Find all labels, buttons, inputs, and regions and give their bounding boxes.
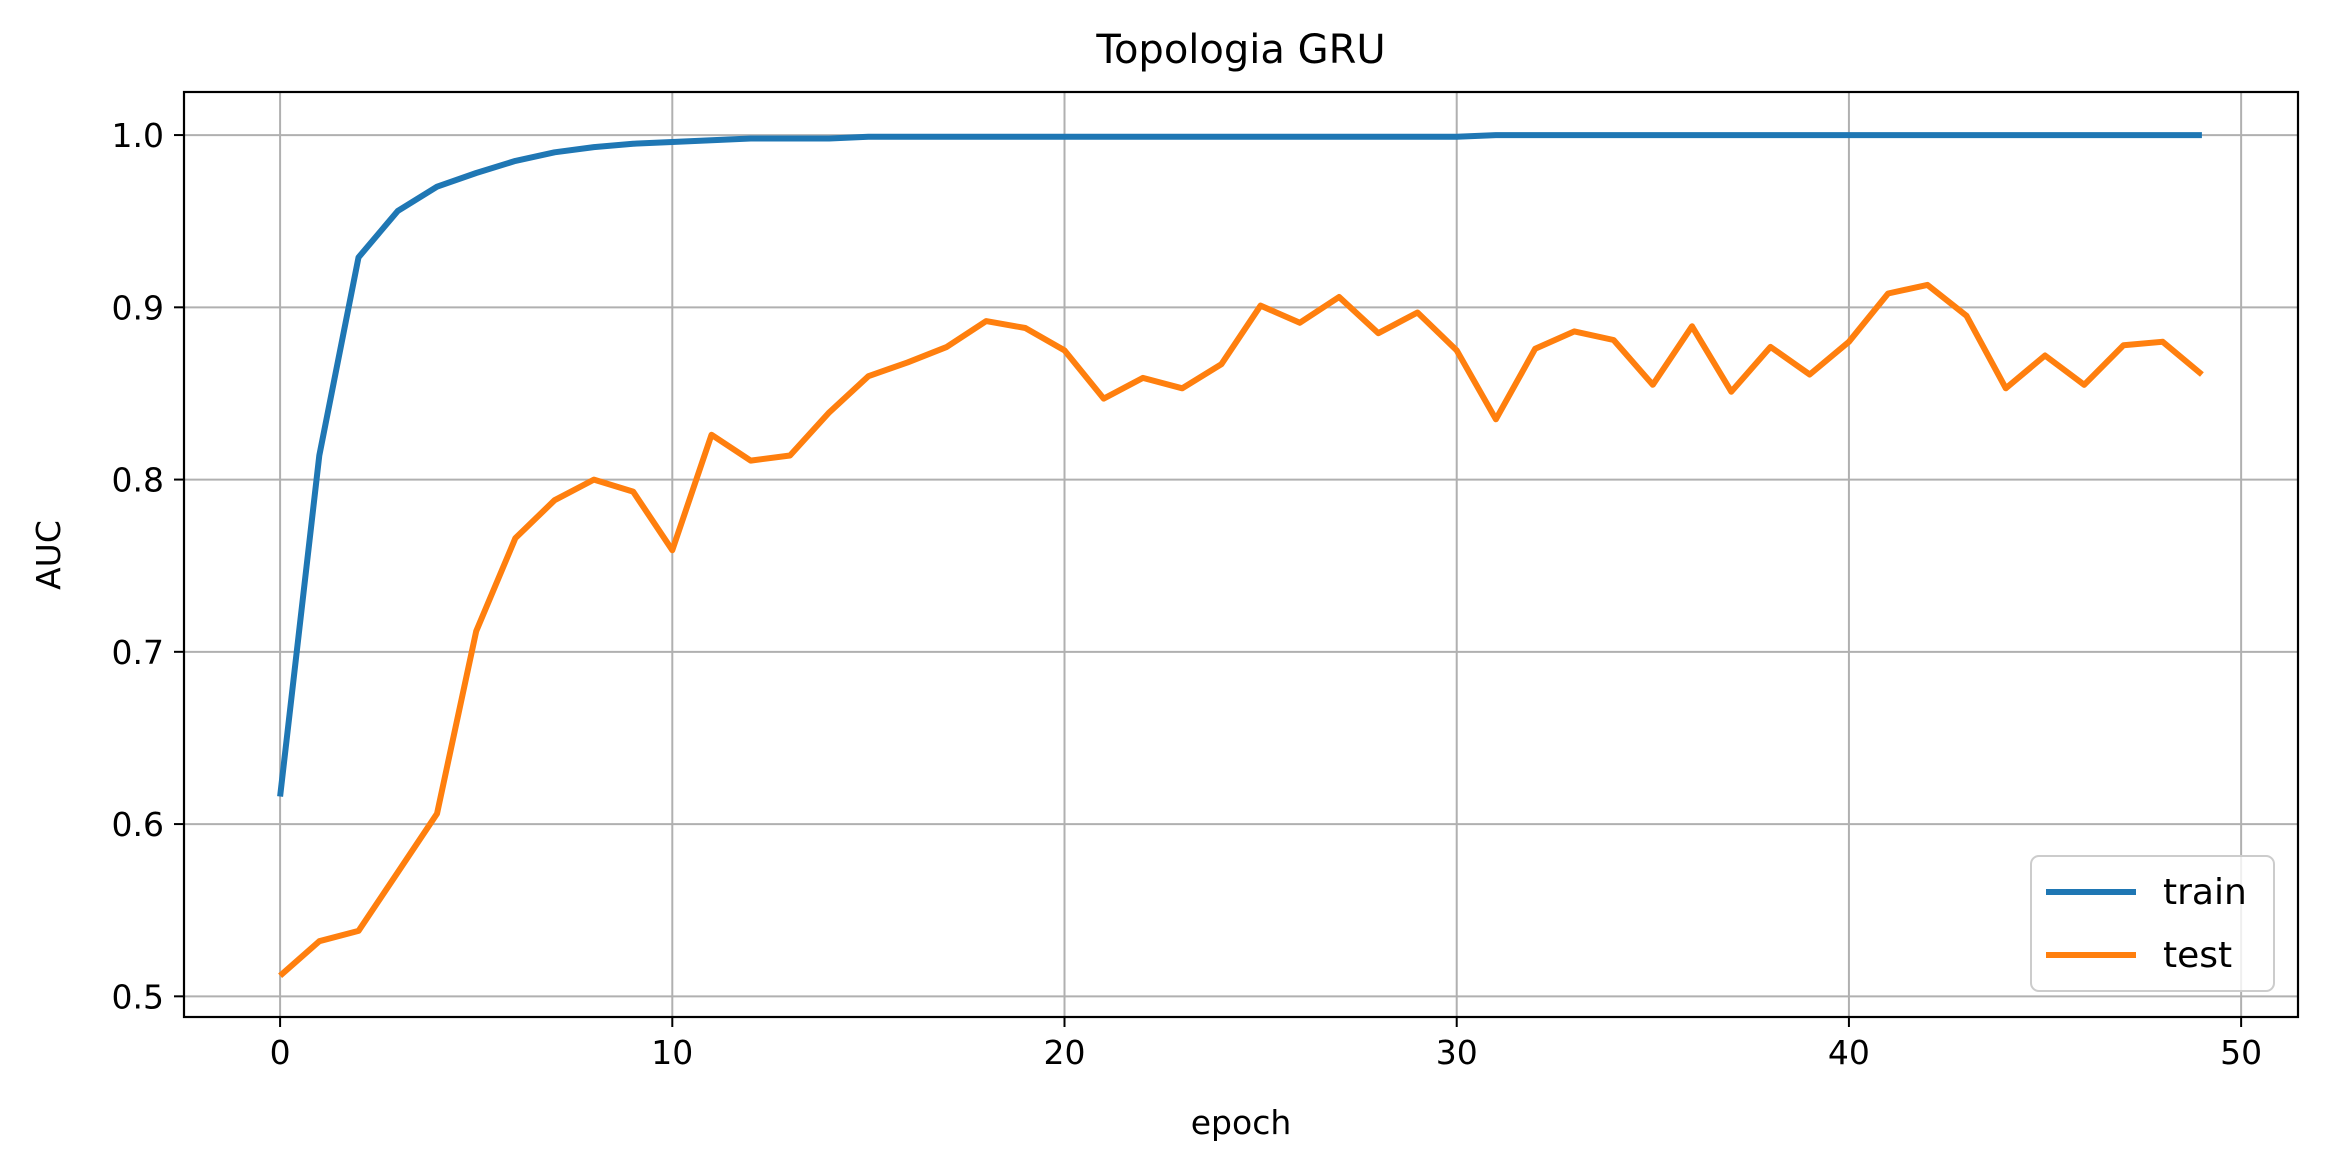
plot-frame: [182, 90, 2300, 1019]
axis-ticks: 0 10 20 30 40 50 0.5 0.6 0.7 0.8 0.9 1.0: [112, 116, 2263, 1072]
grid: [184, 92, 2298, 1017]
series-lines: [277, 132, 2204, 978]
x-tick-label: 50: [2220, 1033, 2262, 1072]
legend-label-test: test: [2163, 935, 2232, 976]
x-tick-label: 40: [1828, 1033, 1870, 1072]
y-axis-label: AUC: [29, 520, 68, 590]
x-axis-label: epoch: [1191, 1103, 1292, 1142]
legend-label-train: train: [2163, 872, 2247, 913]
x-tick-label: 20: [1044, 1033, 1086, 1072]
legend: train test: [2030, 855, 2275, 992]
y-tick-label: 0.6: [112, 805, 164, 844]
chart-title: Topologia GRU: [1095, 27, 1385, 73]
series-line-test: [278, 281, 2204, 978]
y-tick-label: 1.0: [112, 116, 164, 155]
y-tick-label: 0.7: [112, 633, 164, 672]
y-tick-label: 0.9: [112, 288, 164, 327]
x-tick-label: 0: [270, 1033, 291, 1072]
x-tick-label: 30: [1436, 1033, 1478, 1072]
series-line-train: [277, 132, 2202, 797]
x-tick-label: 10: [651, 1033, 693, 1072]
y-tick-label: 0.8: [112, 461, 164, 500]
y-tick-label: 0.5: [112, 977, 164, 1016]
